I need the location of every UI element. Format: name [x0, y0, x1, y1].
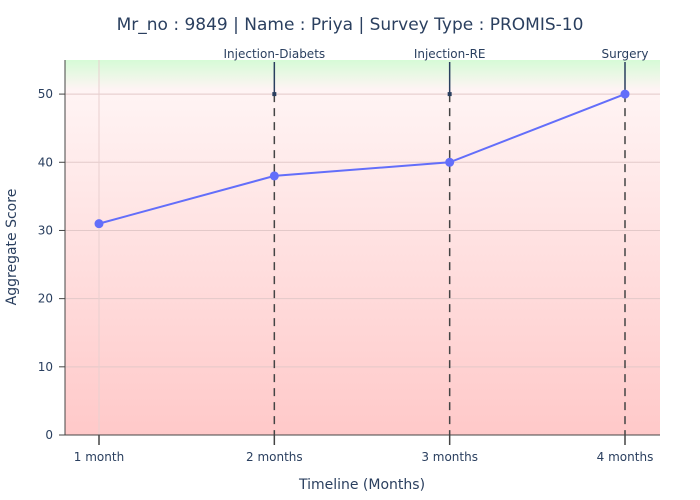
series-line [98, 93, 626, 225]
y-tick-label: 0 [45, 428, 53, 442]
grid [65, 60, 660, 435]
event-label: Surgery [602, 47, 649, 61]
x-tick-label: 3 months [421, 450, 478, 464]
data-point [269, 171, 279, 181]
y-tick-label: 30 [38, 223, 53, 237]
event-label: Injection-RE [414, 47, 486, 61]
event-marker [447, 92, 452, 97]
data-point [620, 89, 630, 99]
plot-background [65, 60, 660, 435]
y-tick-label: 50 [38, 87, 53, 101]
y-tick-label: 20 [38, 292, 53, 306]
event-marker [272, 92, 277, 97]
y-axis-title: Aggregate Score [4, 189, 20, 306]
event-label: Injection-Diabets [223, 47, 325, 61]
y-tick-label: 40 [38, 155, 53, 169]
series [94, 89, 630, 229]
x-tick-label: 2 months [246, 450, 303, 464]
x-tick-label: 4 months [597, 450, 654, 464]
data-point [445, 157, 455, 167]
y-tick-label: 10 [38, 360, 53, 374]
data-point [94, 219, 104, 229]
x-tick-label: 1 month [74, 450, 124, 464]
axes: 0 10 20 30 40 50 1 month 2 months 3 months 4 mont… [38, 60, 660, 464]
chart-title: Mr_no : 9849 | Name : Priya | Survey Typ… [117, 15, 584, 35]
x-axis-title: Timeline (Months) [298, 477, 425, 493]
event-markers: Injection-Diabets Injection-RE Surgery [223, 47, 648, 435]
